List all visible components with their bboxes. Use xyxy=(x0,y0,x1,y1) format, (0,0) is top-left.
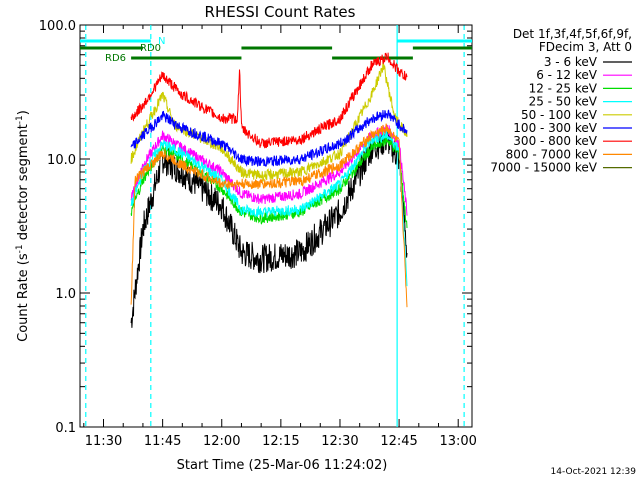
series-group xyxy=(130,52,408,328)
x-tick-label-3: 12:15 xyxy=(262,434,299,449)
series-line-5 xyxy=(130,109,408,168)
legend-label-3: 25 - 50 keV xyxy=(529,95,598,109)
y-label-main: Count Rate (s xyxy=(16,253,31,342)
reference-lines xyxy=(85,25,465,427)
y-tick-label-0: 0.1 xyxy=(55,421,76,436)
y-label-end: ) xyxy=(16,110,31,115)
legend-label-6: 300 - 800 keV xyxy=(513,134,597,148)
y-axis-label: Count Rate (s-1 detector segment-1) xyxy=(15,110,31,342)
legend: Det 1f,3f,4f,5f,6f,9f, FDecim 3, Att 0 3… xyxy=(490,27,632,175)
x-tick-label-4: 12:30 xyxy=(321,434,358,449)
legend-label-5: 100 - 300 keV xyxy=(513,121,597,135)
legend-header-line-2: FDecim 3, Att 0 xyxy=(539,40,632,54)
legend-header-line-1: Det 1f,3f,4f,5f,6f,9f, xyxy=(513,27,632,41)
state-bar-label-2: RD6 xyxy=(105,53,126,64)
legend-label-0: 3 - 6 keV xyxy=(544,55,598,69)
x-tick-label-2: 12:00 xyxy=(203,434,240,449)
series-line-7 xyxy=(130,123,408,308)
series-line-3 xyxy=(130,129,408,287)
x-tick-label-0: 11:30 xyxy=(85,434,122,449)
x-tick-label-5: 12:45 xyxy=(380,434,417,449)
plot-area xyxy=(79,24,473,428)
legend-label-8: 7000 - 15000 keV xyxy=(490,161,597,175)
x-tick-label-6: 13:00 xyxy=(439,434,476,449)
chart-title: RHESSI Count Rates xyxy=(205,3,356,21)
x-axis: 11:30 11:45 12:00 12:15 12:30 12:45 13:00 xyxy=(83,25,477,449)
y-tick-label-3: 100.0 xyxy=(39,19,76,34)
y-axis: 0.1 1.0 10.0 100.0 xyxy=(39,19,472,436)
x-tick-label-1: 11:45 xyxy=(144,434,181,449)
legend-label-1: 6 - 12 keV xyxy=(536,68,598,82)
y-label-mid: detector segment xyxy=(16,124,31,244)
x-axis-label: Start Time (25-Mar-06 11:24:02) xyxy=(177,458,388,473)
legend-label-4: 50 - 100 keV xyxy=(521,108,598,122)
legend-label-7: 800 - 7000 keV xyxy=(506,147,598,161)
y-tick-label-1: 1.0 xyxy=(55,287,76,302)
y-label-sup2: -1 xyxy=(15,115,25,124)
plot-frame xyxy=(79,24,473,428)
y-label-sup1: -1 xyxy=(15,244,25,253)
legend-label-2: 12 - 25 keV xyxy=(529,81,598,95)
footer-timestamp: 14-Oct-2021 12:39 xyxy=(551,467,637,477)
state-bar-label-0: N xyxy=(158,36,165,47)
state-bar-label-1: RD0 xyxy=(140,43,161,54)
series-line-6 xyxy=(130,52,408,149)
y-tick-label-2: 10.0 xyxy=(47,153,76,168)
